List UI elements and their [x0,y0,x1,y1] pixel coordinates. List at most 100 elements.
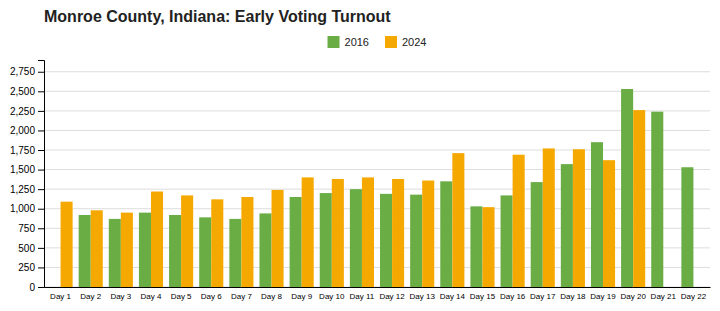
x-tick-label: Day 11 [350,292,375,301]
x-tick-label: Day 3 [110,292,131,301]
x-tick-label: Day 10 [319,292,345,301]
bar [91,210,103,287]
bar [651,112,663,287]
legend-label: 2024 [402,36,426,48]
grid-line [44,110,710,111]
y-tick-label: 1,250 [10,184,35,195]
y-tick-label: 750 [18,223,35,234]
bar [169,215,181,287]
series [79,89,694,287]
y-tick: 0 [29,282,44,293]
x-tick-label: Day 22 [681,292,707,301]
legend-swatch [328,36,340,48]
y-tick: 2,500 [10,86,44,97]
x-tick-label: Day 15 [470,292,496,301]
y-tick-mark [38,228,44,229]
x-tick: Day 18 [560,292,586,301]
x-tick: Day 20 [620,292,646,301]
bar [440,181,452,287]
bar [422,181,434,287]
bar [139,213,151,287]
x-tick: Day 22 [681,292,707,301]
x-tick: Day 16 [500,292,526,301]
y-tick: 1,000 [10,203,44,214]
y-tick-mark [38,72,44,73]
bar [633,110,645,287]
bars [61,89,694,287]
bar [79,215,91,287]
bar [482,207,494,287]
bar [573,149,585,287]
y-tick-mark [38,91,44,92]
bar [199,217,211,287]
bar [501,195,513,287]
bar [290,197,302,287]
bar [603,160,615,287]
legend-label: 2016 [345,36,369,48]
bar [531,182,543,287]
y-tick-label: 2,500 [10,86,35,97]
x-tick: Day 17 [530,292,556,301]
x-tick-label: Day 19 [590,292,616,301]
x-tick: Day 9 [291,292,312,301]
x-tick: Day 6 [201,292,222,301]
x-tick: Day 10 [319,292,345,301]
x-tick-label: Day 20 [620,292,646,301]
x-tick: Day 21 [651,292,677,301]
bar [121,213,133,287]
y-tick-label: 250 [18,262,35,273]
x-tick-label: Day 4 [141,292,162,301]
bar [561,164,573,287]
y-tick-mark [38,111,44,112]
y-tick-mark [38,248,44,249]
x-tick-label: Day 6 [201,292,222,301]
y-tick-mark [38,287,44,288]
x-tick-label: Day 8 [261,292,282,301]
x-tick: Day 2 [80,292,101,301]
x-tick-label: Day 13 [410,292,436,301]
bar [621,89,633,287]
x-tick-label: Day 16 [500,292,526,301]
y-tick: 500 [18,243,44,254]
x-axis: Day 1Day 2Day 3Day 4Day 5Day 6Day 7Day 8… [45,288,711,301]
y-tick-mark [38,209,44,210]
bar [229,219,241,287]
x-tick: Day 12 [379,292,405,301]
bar [452,153,464,287]
y-tick: 1,750 [10,145,44,156]
y-tick-mark [38,170,44,171]
bar [332,179,344,287]
y-tick-label: 2,250 [10,106,35,117]
bar [109,219,121,287]
x-tick-label: Day 9 [291,292,312,301]
bar [61,202,73,287]
bar [211,199,223,287]
y-axis: 02505007501,0001,2501,5001,7502,0002,250… [10,61,45,293]
x-tick: Day 11 [350,292,375,301]
x-tick-label: Day 12 [379,292,405,301]
series [61,110,646,287]
bar [513,155,525,287]
x-tick: Day 4 [141,292,162,301]
legend-item: 2016 [328,36,369,48]
x-tick-label: Day 21 [651,292,677,301]
y-tick: 1,250 [10,184,44,195]
bar [380,194,392,287]
x-tick-label: Day 14 [440,292,466,301]
bar [410,195,422,287]
y-tick-label: 2,000 [10,125,35,136]
bar [663,287,675,288]
bar [272,190,284,287]
y-tick: 250 [18,262,44,273]
bar [470,206,482,287]
bar [49,287,61,288]
bar [591,142,603,287]
bar [320,193,332,287]
x-tick-label: Day 1 [50,292,71,301]
y-tick-label: 500 [18,243,35,254]
bar [350,189,362,287]
x-tick-label: Day 2 [80,292,101,301]
y-tick-label: 2,750 [10,66,35,77]
bar [693,287,705,288]
y-tick-label: 0 [29,282,35,293]
